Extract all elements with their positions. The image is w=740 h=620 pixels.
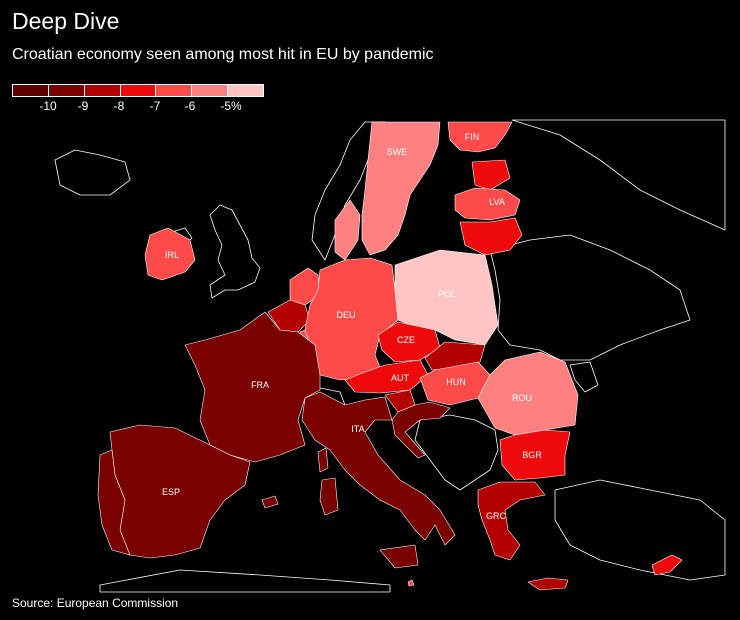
legend-label: -9	[77, 99, 89, 113]
label-pol: POL	[438, 289, 456, 299]
legend-swatch	[192, 85, 229, 96]
label-esp: ESP	[162, 487, 180, 497]
country-labels: SWE FIN LVA IRL POL DEU CZE AUT HUN ROU …	[162, 132, 542, 521]
source-note: Source: European Commission	[12, 596, 179, 610]
label-irl: IRL	[165, 250, 179, 260]
legend-label: -8	[113, 99, 125, 113]
legend-label: -7	[149, 99, 161, 113]
legend-swatch	[13, 85, 49, 96]
label-fin: FIN	[465, 132, 480, 142]
country-estonia	[471, 159, 511, 191]
legend-swatch	[120, 85, 157, 96]
label-lva: LVA	[489, 197, 505, 207]
russia-west-shape	[511, 119, 726, 231]
legend-label: -5%	[220, 99, 242, 113]
country-ireland	[144, 227, 196, 281]
label-aut: AUT	[391, 373, 410, 383]
label-bgr: BGR	[522, 450, 542, 460]
label-fra: FRA	[251, 380, 269, 390]
country-balearic	[261, 495, 279, 509]
country-poland	[394, 249, 499, 346]
country-sweden	[361, 121, 441, 256]
legend-swatch	[48, 85, 85, 96]
legend-labels: -10 -9 -8 -7 -6 -5%	[12, 97, 264, 113]
country-italy	[301, 391, 456, 546]
label-rou: ROU	[512, 393, 532, 403]
country-corsica	[317, 447, 329, 473]
country-sicily	[379, 544, 419, 569]
country-cyprus	[651, 554, 683, 576]
country-lithuania	[459, 217, 523, 256]
country-slovakia	[424, 341, 486, 371]
country-sardinia	[319, 477, 339, 516]
label-swe: SWE	[387, 147, 408, 157]
country-bulgaria	[499, 429, 571, 481]
belarus-ukraine-shape	[489, 234, 691, 361]
legend-bar	[12, 84, 264, 97]
legend-swatch	[156, 85, 193, 96]
country-denmark	[334, 199, 361, 261]
legend-swatch	[228, 85, 264, 96]
legend-swatch	[84, 85, 121, 96]
north-africa-shape	[99, 569, 391, 593]
country-greece	[477, 481, 546, 561]
legend-label: -10	[39, 99, 57, 113]
country-france	[184, 311, 321, 463]
turkey-shape	[554, 479, 726, 581]
iceland-shape	[54, 149, 131, 196]
label-hun: HUN	[446, 377, 466, 387]
label-grc: GRC	[486, 511, 507, 521]
country-malta	[407, 579, 415, 587]
country-croatia	[391, 401, 451, 459]
color-legend: -10 -9 -8 -7 -6 -5%	[12, 84, 264, 113]
chart-title: Deep Dive	[12, 8, 120, 34]
country-crete	[527, 577, 569, 591]
label-deu: DEU	[336, 310, 355, 320]
country-latvia	[454, 187, 521, 221]
label-cze: CZE	[397, 335, 415, 345]
eu-countries	[97, 121, 683, 591]
balkans-shape	[414, 414, 499, 491]
uk-shape	[209, 204, 261, 299]
country-romania	[477, 351, 579, 436]
country-portugal	[97, 449, 131, 556]
chart-subtitle: Croatian economy seen among most hit in …	[12, 46, 434, 63]
label-ita: ITA	[351, 424, 364, 434]
country-finland	[447, 121, 513, 153]
moldova-shape	[569, 361, 599, 393]
legend-label: -6	[184, 99, 196, 113]
